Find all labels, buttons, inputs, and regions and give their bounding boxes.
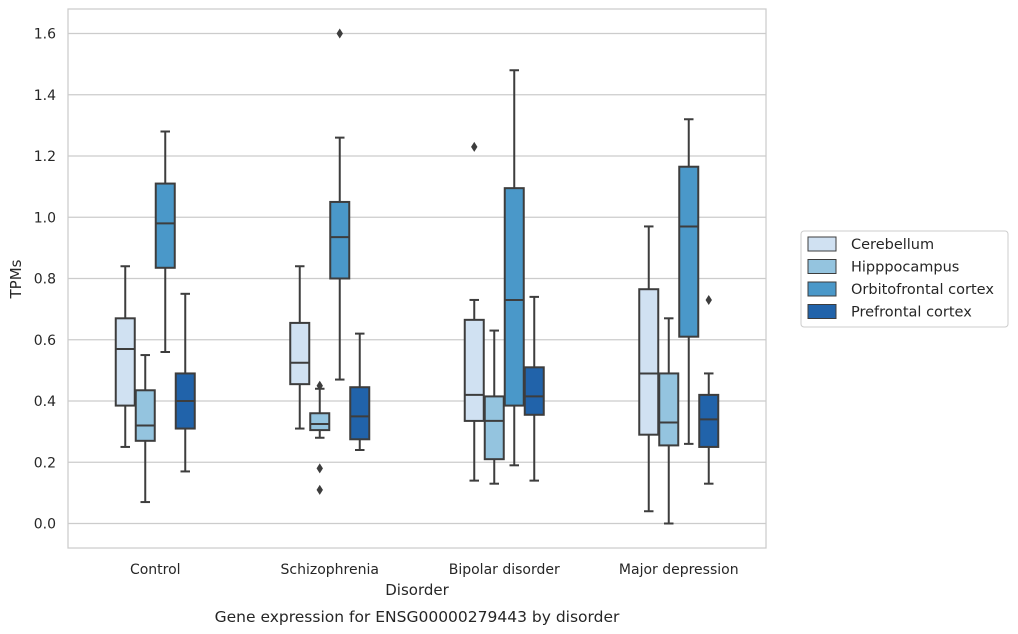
x-tick-label: Bipolar disorder [449,562,560,578]
box-body [463,318,485,422]
box-body [638,288,660,436]
outlier-marker [316,484,323,495]
y-tick-label: 0.4 [34,394,56,410]
legend-label: Orbitofrontal cortex [851,282,994,298]
plot-frame [67,8,767,549]
box-4-3 [523,295,545,482]
box-1-1 [114,265,136,448]
box-body [154,182,176,269]
plot-boxes [114,28,720,525]
chart-caption: Gene expression for ENSG00000279443 by d… [215,608,620,626]
box-4-2 [349,332,371,451]
legend-label: Hipppocampus [851,260,959,276]
legend-swatch [807,281,837,297]
x-tick-label: Schizophrenia [281,562,379,578]
y-tick-label: 1.2 [34,149,56,165]
box-2-3 [483,329,505,485]
legend-swatch [807,259,837,274]
box-body [309,412,331,432]
outlier-marker [471,141,478,152]
x-tick-label: Control [130,562,181,578]
box-1-2 [289,265,311,430]
box-2-4 [658,317,680,525]
box-3-4 [678,118,700,445]
box-body [698,393,720,448]
box-1-4 [638,225,660,513]
x-axis-ticks: Control Schizophrenia Bipolar disorder Majo… [130,562,739,578]
legend-swatch [807,236,837,252]
box-body [678,165,700,338]
y-tick-label: 0.2 [34,455,56,471]
box-4-1 [174,292,196,473]
y-tick-label: 0.6 [34,333,56,349]
x-tick-label: Major depression [619,562,739,578]
legend-frame [800,230,1009,328]
box-2-1 [134,354,156,504]
box-body [289,321,311,386]
box-3-2 [329,28,351,381]
outlier-marker [705,294,712,305]
box-body [658,372,680,447]
y-tick-label: 0.0 [34,517,56,533]
box-body [329,200,351,280]
y-tick-label: 0.8 [34,272,56,288]
outlier-marker [316,380,323,391]
box-body [523,366,545,416]
box-1-3 [463,141,485,482]
box-4-4 [698,294,720,485]
y-tick-label: 1.6 [34,27,56,43]
legend: Cerebellum Hipppocampus Orbitofrontal cort… [800,230,1009,328]
box-body [134,389,156,442]
y-tick-label: 1.4 [34,88,56,104]
box-body [503,187,525,407]
box-2-2 [309,380,331,495]
legend-label: Cerebellum [851,237,934,253]
x-axis-title: Disorder [385,581,449,599]
box-body [114,317,136,407]
y-tick-label: 1.0 [34,210,56,226]
box-body [349,386,371,441]
y-axis-ticks: 0.0 0.2 0.4 0.6 0.8 1.0 1.2 1.4 1.6 [34,27,56,533]
y-axis-title: TPMs [7,259,25,299]
box-body [483,395,505,461]
box-3-1 [154,130,176,353]
grid-lines [68,32,766,525]
legend-label: Prefrontal cortex [851,305,972,321]
outlier-marker [336,28,343,39]
legend-swatch [807,304,837,319]
outlier-marker [316,463,323,474]
box-3-3 [503,69,525,467]
